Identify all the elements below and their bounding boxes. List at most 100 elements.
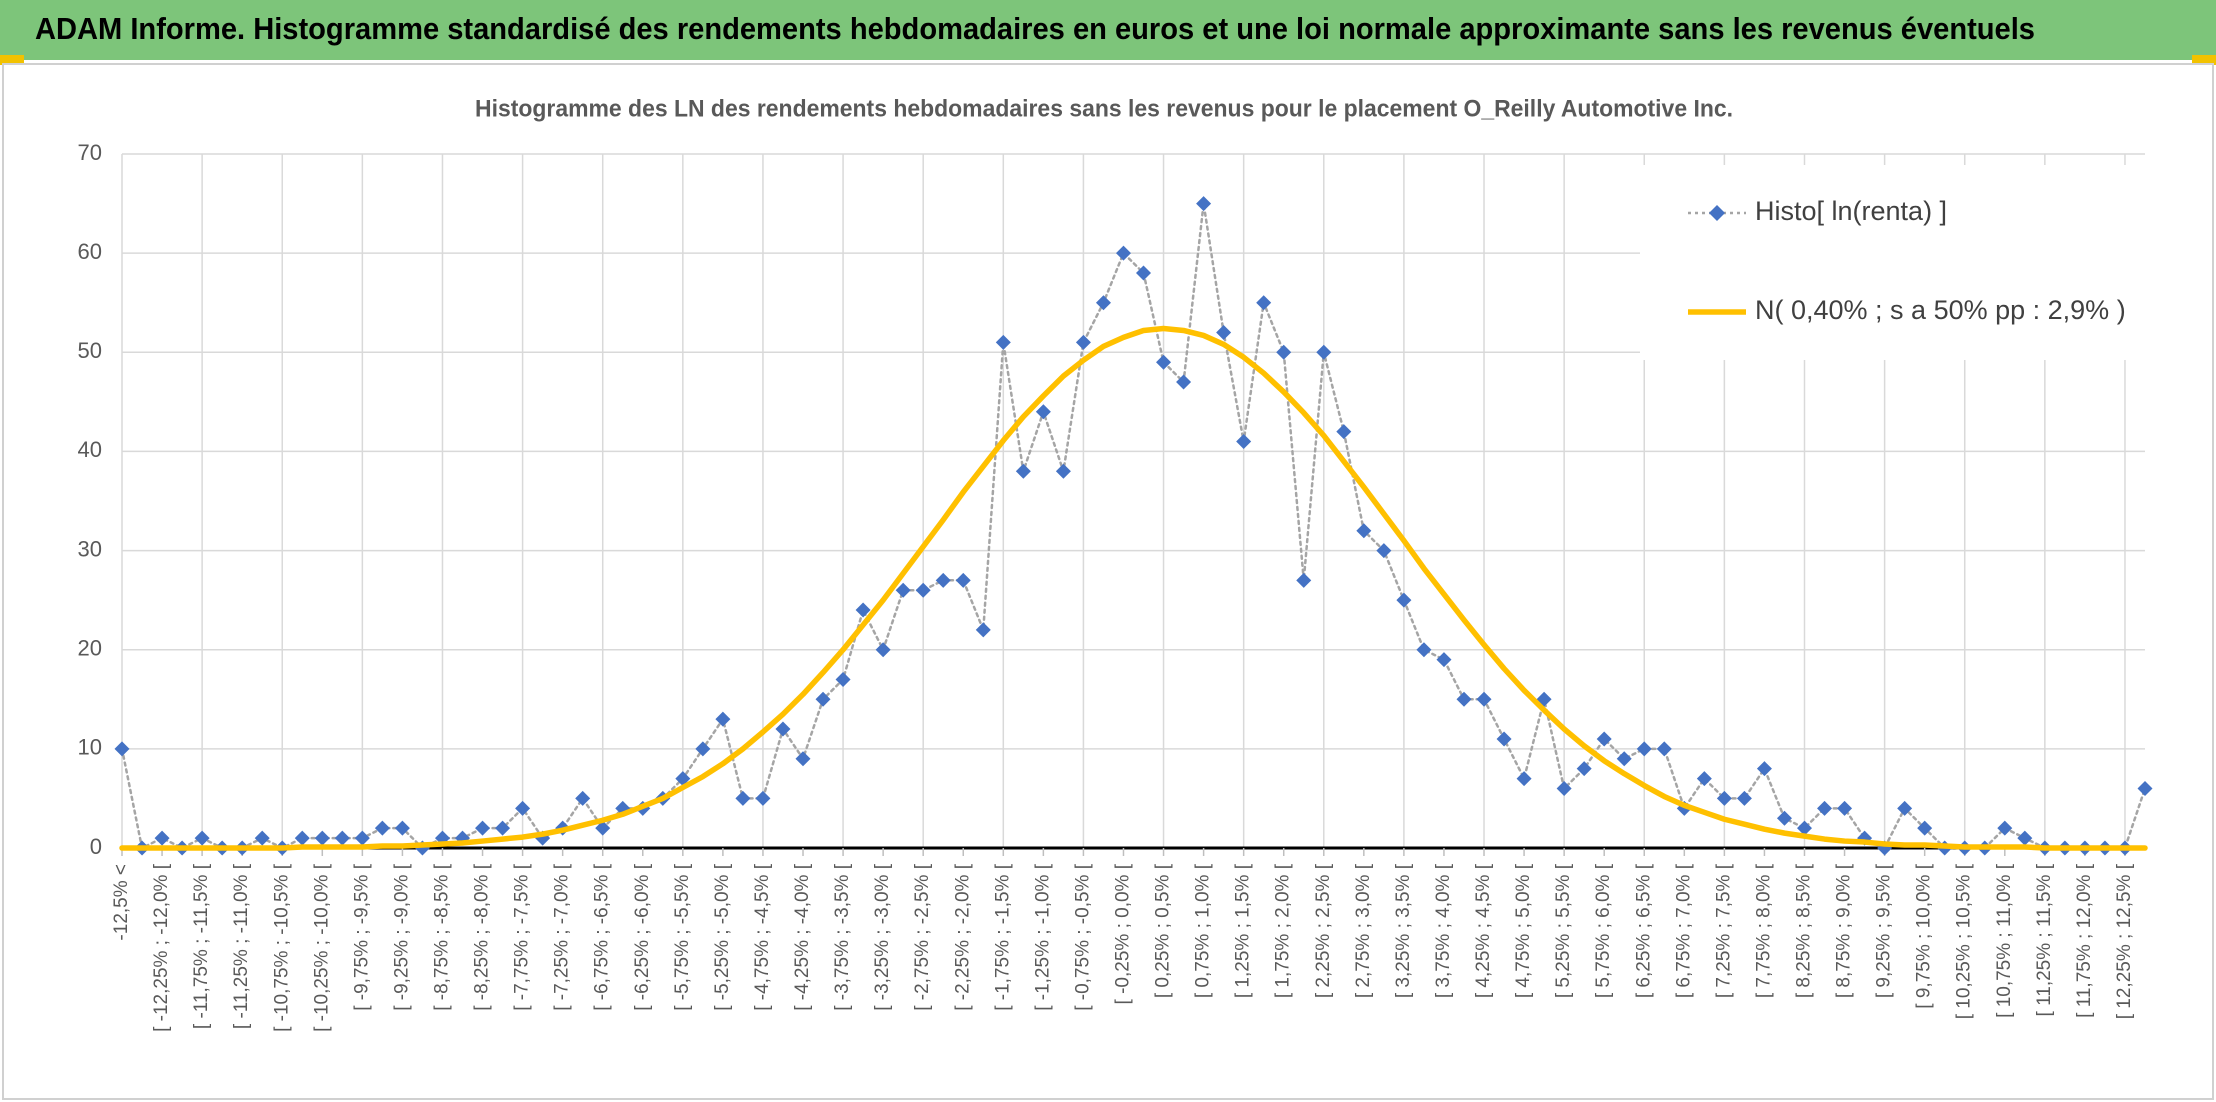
marker (735, 790, 751, 806)
x-tick-label: [ -12,25% ; -12,0% [ (151, 863, 172, 1032)
legend-box (1640, 165, 2170, 360)
marker (1075, 334, 1091, 350)
marker (835, 671, 851, 687)
marker (1095, 295, 1111, 311)
marker (895, 582, 911, 598)
marker (194, 830, 210, 846)
corner-mark (2192, 55, 2216, 65)
marker (515, 800, 531, 816)
marker (1837, 800, 1853, 816)
marker (1316, 344, 1332, 360)
x-tick-label: [ 3,25% ; 3,5% [ (1393, 863, 1414, 998)
marker (254, 830, 270, 846)
marker (2017, 830, 2033, 846)
y-tick-label: 50 (78, 338, 102, 363)
marker (2137, 781, 2153, 797)
x-tick-label: [ 11,25% ; 11,5% [ (2034, 863, 2055, 1016)
x-tick-label: [ -5,75% ; -5,5% [ (672, 863, 693, 1011)
y-tick-label: 20 (78, 636, 102, 661)
marker (1696, 771, 1712, 787)
marker (1776, 810, 1792, 826)
x-tick-label: -12,5% < (111, 864, 132, 941)
marker (955, 572, 971, 588)
marker (1115, 245, 1131, 261)
marker (1376, 543, 1392, 559)
x-tick-label: [ 3,75% ; 4,0% [ (1433, 863, 1454, 998)
x-tick-label: [ 6,75% ; 7,0% [ (1673, 863, 1694, 998)
x-tick-label: [ -1,75% ; -1,5% [ (992, 863, 1013, 1011)
x-tick-label: [ 9,75% ; 10,0% [ (1914, 863, 1935, 1008)
series-line (119, 325, 2148, 851)
corner-mark (0, 55, 24, 65)
marker (1236, 434, 1252, 450)
marker (935, 572, 951, 588)
x-tick-label: [ -11,75% ; -11,5% [ (191, 863, 212, 1029)
marker (715, 711, 731, 727)
marker (1716, 790, 1732, 806)
marker (1055, 463, 1071, 479)
legend: Histo[ ln(renta) ] N( 0,40% ; s a 50% pp … (1640, 165, 2170, 360)
x-tick-label: [ 5,25% ; 5,5% [ (1553, 863, 1574, 998)
marker (855, 602, 871, 618)
marker (975, 622, 991, 638)
x-tick-label: [ -7,25% ; -7,0% [ (552, 863, 573, 1011)
legend-label: Histo[ ln(renta) ] (1755, 196, 1947, 226)
marker (1897, 800, 1913, 816)
x-tick-label: [ -11,25% ; -11,0% [ (231, 863, 252, 1029)
marker (1476, 691, 1492, 707)
marker (475, 820, 491, 836)
marker (775, 721, 791, 737)
x-tick-label: [ 0,75% ; 1,0% [ (1193, 863, 1214, 998)
marker (1656, 741, 1672, 757)
chart-title: Histogramme des LN des rendements hebdom… (475, 95, 1733, 122)
marker (1396, 592, 1412, 608)
x-tick-label: [ -7,75% ; -7,5% [ (512, 863, 533, 1011)
marker (1336, 424, 1352, 440)
y-tick-label: 70 (78, 140, 102, 165)
x-tick-label: [ -0,25% ; 0,0% [ (1113, 863, 1134, 1004)
marker (1196, 196, 1212, 212)
marker (154, 830, 170, 846)
marker (1576, 761, 1592, 777)
marker (1456, 691, 1472, 707)
marker (1756, 761, 1772, 777)
y-tick-label: 0 (90, 834, 102, 859)
x-tick-label: [ 1,75% ; 2,0% [ (1273, 863, 1294, 998)
marker (575, 790, 591, 806)
x-tick-label: [ -3,75% ; -3,5% [ (832, 863, 853, 1011)
y-tick-label: 30 (78, 536, 102, 561)
x-tick-label: [ 7,25% ; 7,5% [ (1713, 863, 1734, 998)
x-tick-label: [ 11,75% ; 12,0% [ (2074, 863, 2095, 1018)
marker (1596, 731, 1612, 747)
y-tick-label: 60 (78, 239, 102, 264)
header-bar (0, 0, 2216, 60)
marker (1817, 800, 1833, 816)
marker (1035, 404, 1051, 420)
x-tick-label: [ 2,75% ; 3,0% [ (1353, 863, 1374, 998)
marker (755, 790, 771, 806)
marker (1496, 731, 1512, 747)
marker (1296, 572, 1312, 588)
x-tick-label: [ -4,25% ; -4,0% [ (792, 863, 813, 1011)
y-tick-label: 40 (78, 437, 102, 462)
legend-label: N( 0,40% ; s a 50% pp : 2,9% ) (1755, 295, 2126, 325)
x-tick-label: [ -3,25% ; -3,0% [ (872, 863, 893, 1011)
plot-area: 0 10 20 30 40 50 60 70 -12,5% < [ -12,25% ; -12,0… (78, 140, 2153, 1032)
marker (595, 820, 611, 836)
marker (1636, 741, 1652, 757)
x-tick-label: [ 6,25% ; 6,5% [ (1633, 863, 1654, 998)
marker (995, 334, 1011, 350)
marker (1917, 820, 1933, 836)
marker (695, 741, 711, 757)
marker (314, 830, 330, 846)
marker (915, 582, 931, 598)
marker (795, 751, 811, 767)
y-tick-label: 10 (78, 735, 102, 760)
marker (1136, 265, 1152, 281)
x-tick-label: [ -2,25% ; -2,0% [ (952, 863, 973, 1011)
marker (815, 691, 831, 707)
marker (1176, 374, 1192, 390)
marker (1416, 642, 1432, 658)
x-tick-label: [ 4,25% ; 4,5% [ (1473, 863, 1494, 998)
